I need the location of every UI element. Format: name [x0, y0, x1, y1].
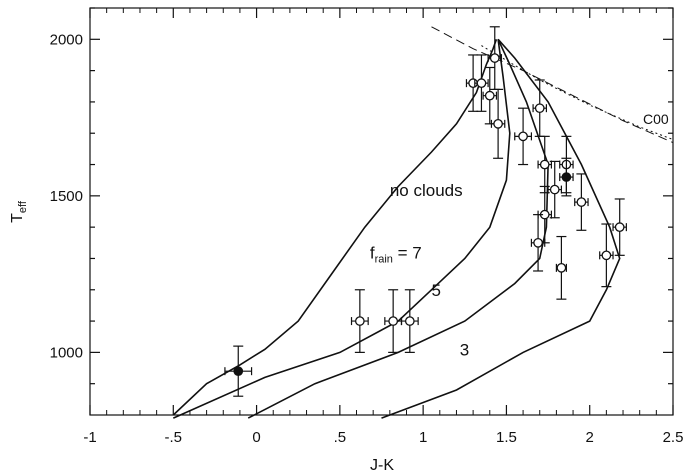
c00-label: C00 — [643, 111, 669, 127]
observation-8 — [537, 135, 553, 194]
data-point — [549, 184, 560, 195]
x-tick-label: 1 — [419, 429, 427, 446]
data-point — [533, 237, 543, 248]
observation-3 — [482, 66, 498, 125]
curve-0 — [172, 39, 498, 416]
plot-frame — [89, 7, 674, 416]
observation-6 — [514, 107, 533, 166]
observations — [224, 26, 627, 397]
frain-5-label: 5 — [431, 281, 440, 300]
x-tick-labels: -1 -.5 0 .5 1 1.5 2 2.5 — [83, 429, 683, 446]
data-point — [556, 263, 567, 273]
observation-16 — [599, 223, 614, 288]
x-tick-label: .5 — [334, 429, 347, 446]
y-axis-title-sub: eff — [17, 200, 29, 213]
axis-ticks — [89, 7, 674, 415]
observation-17 — [612, 198, 627, 256]
observation-19 — [384, 289, 403, 353]
frain-3-label: 3 — [460, 341, 469, 360]
observation-7 — [532, 79, 548, 137]
x-tick-label: 2 — [586, 429, 594, 446]
data-point — [388, 316, 399, 326]
curve-5 — [481, 45, 674, 140]
data-point — [518, 131, 528, 142]
data-point — [233, 366, 244, 377]
curve-1 — [172, 39, 511, 419]
x-tick-label: 2.5 — [663, 429, 684, 446]
x-tick-label: -1 — [83, 429, 96, 446]
y-axis-title-main: T — [9, 213, 26, 223]
frain-sub: rain — [375, 253, 393, 265]
data-point — [354, 316, 365, 326]
observation-18 — [350, 289, 369, 353]
data-point — [489, 53, 500, 63]
frain-rest: = 7 — [393, 243, 422, 262]
curve-3 — [381, 38, 621, 419]
observation-0 — [224, 345, 253, 397]
x-tick-label: 0 — [252, 429, 260, 446]
y-tick-labels: 1000 1500 2000 — [50, 31, 83, 361]
curve-4 — [431, 26, 674, 144]
observation-11 — [559, 157, 574, 197]
y-tick-label: 1500 — [50, 188, 83, 205]
observation-20 — [400, 289, 419, 353]
x-tick-label: 1.5 — [496, 429, 517, 446]
data-point — [561, 172, 572, 182]
data-point — [404, 316, 415, 326]
data-point — [614, 222, 625, 233]
no-clouds-label: no clouds — [390, 181, 463, 200]
data-point — [493, 118, 503, 129]
y-tick-label: 1000 — [50, 344, 83, 361]
data-point — [476, 78, 487, 88]
data-point — [534, 103, 545, 114]
curve-annotations: no clouds frain = 7 5 3 C00 — [370, 111, 669, 360]
curve-2 — [247, 38, 549, 419]
observation-4 — [487, 26, 503, 91]
y-tick-label: 2000 — [50, 31, 83, 48]
y-axis-title: Teff — [9, 200, 29, 223]
frain-f: f — [370, 243, 375, 262]
observation-2 — [474, 54, 489, 112]
x-tick-label: -.5 — [165, 429, 183, 446]
frain-7-label: frain = 7 — [370, 243, 422, 265]
observation-5 — [490, 88, 506, 159]
data-point — [601, 250, 612, 261]
model-curves — [172, 26, 674, 419]
data-point — [484, 90, 495, 101]
data-point — [576, 197, 587, 207]
observation-13 — [530, 214, 546, 272]
x-axis-title: J-K — [370, 457, 394, 474]
observation-15 — [555, 235, 567, 300]
observation-9 — [547, 160, 562, 219]
observation-14 — [574, 173, 589, 231]
data-point — [539, 159, 550, 170]
